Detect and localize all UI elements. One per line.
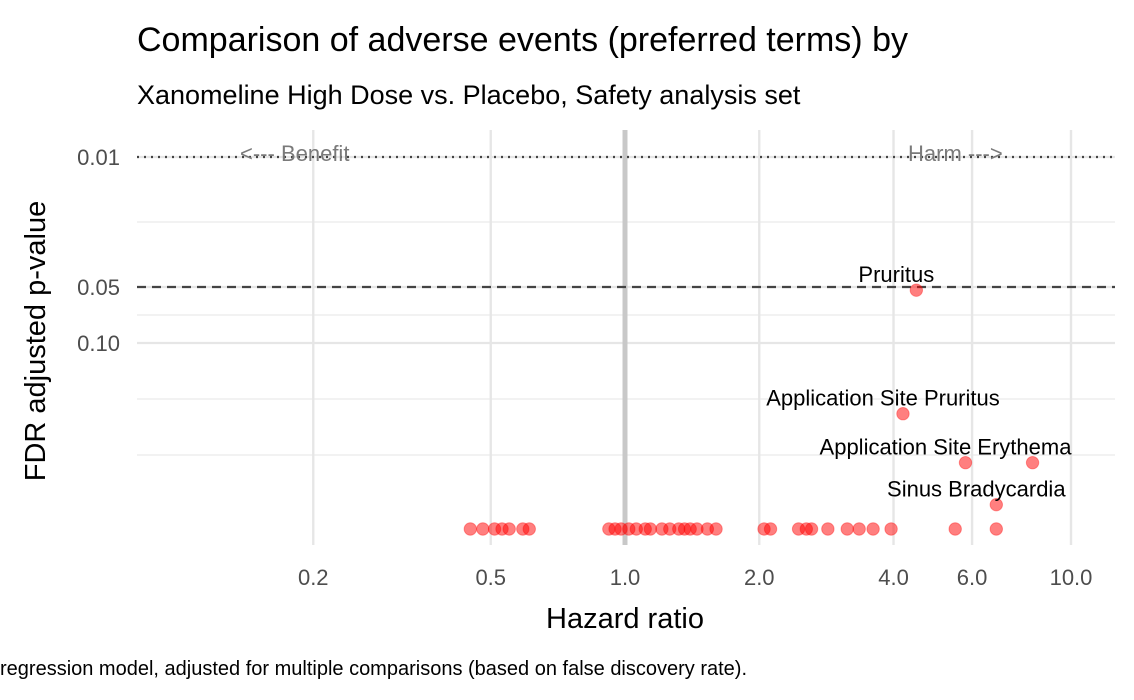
data-point-0 xyxy=(909,283,924,297)
data-point-26 xyxy=(709,522,723,536)
data-point-2 xyxy=(958,455,973,470)
data-point-3 xyxy=(1025,455,1040,470)
data-point-32 xyxy=(821,522,835,536)
point-label-1: Application Site Pruritus xyxy=(766,386,1000,411)
data-point-35 xyxy=(866,522,880,536)
data-point-5 xyxy=(463,522,478,536)
direction-label-benefit: <--- Benefit xyxy=(240,141,349,166)
x-tick-label-2: 1.0 xyxy=(610,565,641,590)
data-point-28 xyxy=(763,522,778,536)
x-tick-label-1: 0.5 xyxy=(475,565,506,590)
data-point-6 xyxy=(476,522,490,536)
point-labels: Pruritus Application Site Pruritus Applica… xyxy=(766,262,1072,502)
data-point-4 xyxy=(989,497,1003,512)
y-axis-label: FDR adjusted p-value xyxy=(20,201,52,481)
data-point-31 xyxy=(804,522,819,536)
data-point-34 xyxy=(852,522,866,536)
x-axis-label: Hazard ratio xyxy=(546,603,704,635)
x-axis-ticks: 0.2 0.5 1.0 2.0 4.0 6.0 10.0 xyxy=(298,565,1092,590)
y-tick-label-2: 0.10 xyxy=(77,331,120,356)
data-point-37 xyxy=(948,522,962,536)
data-point-18 xyxy=(643,522,658,536)
y-tick-label-1: 0.05 xyxy=(77,275,120,300)
data-point-1 xyxy=(896,407,910,421)
x-tick-label-6: 10.0 xyxy=(1050,565,1093,590)
y-axis-ticks: 0.01 0.05 0.10 xyxy=(77,145,120,356)
x-tick-label-3: 2.0 xyxy=(744,565,775,590)
direction-label-harm: Harm ---> xyxy=(908,141,1003,166)
data-point-36 xyxy=(884,522,898,536)
data-point-33 xyxy=(840,522,854,536)
chart-caption: regression model, adjusted for multiple … xyxy=(0,658,747,680)
chart-subtitle: Xanomeline High Dose vs. Placebo, Safety… xyxy=(137,80,801,110)
x-tick-label-4: 4.0 xyxy=(878,565,909,590)
point-label-2: Application Site Erythema xyxy=(820,435,1073,460)
point-label-3: Sinus Bradycardia xyxy=(887,477,1066,502)
y-tick-label-0: 0.01 xyxy=(77,145,120,170)
data-point-38 xyxy=(989,522,1003,536)
x-tick-label-0: 0.2 xyxy=(298,565,329,590)
data-points xyxy=(463,283,1040,536)
point-label-0: Pruritus xyxy=(858,262,934,287)
reference-lines xyxy=(137,130,1115,545)
x-tick-label-5: 6.0 xyxy=(957,565,988,590)
data-point-9 xyxy=(502,522,516,536)
chart-title: Comparison of adverse events (preferred … xyxy=(137,21,908,59)
data-point-11 xyxy=(522,522,536,536)
